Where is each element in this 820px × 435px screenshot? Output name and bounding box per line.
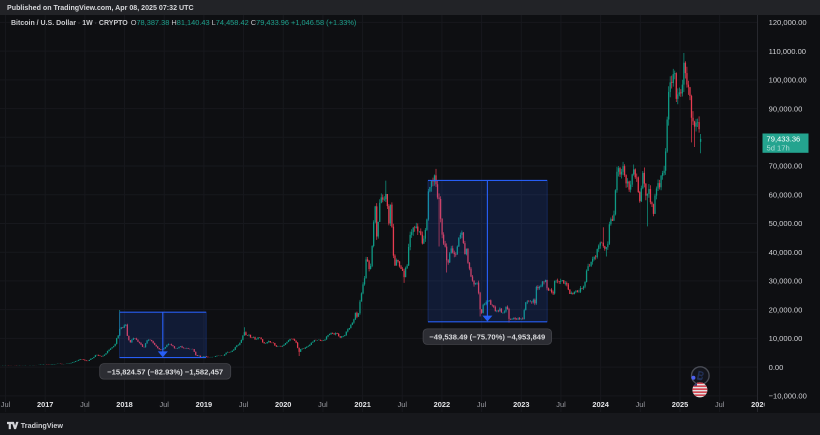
svg-text:2018: 2018 xyxy=(116,400,132,409)
svg-text:10,000.00: 10,000.00 xyxy=(769,334,803,343)
svg-text:70,000.00: 70,000.00 xyxy=(769,162,803,171)
svg-text:20,000.00: 20,000.00 xyxy=(769,305,803,314)
svg-text:0.00: 0.00 xyxy=(769,363,784,372)
svg-text:Bitcoin / U.S. Dollar · 1W · C: Bitcoin / U.S. Dollar · 1W · CRYPTO xyxy=(11,20,128,27)
svg-text:Jul: Jul xyxy=(715,400,725,409)
svg-text:50,000.00: 50,000.00 xyxy=(769,219,803,228)
svg-text:Jul: Jul xyxy=(477,400,487,409)
svg-text:2022: 2022 xyxy=(434,400,450,409)
svg-text:90,000.00: 90,000.00 xyxy=(769,104,803,113)
svg-text:2017: 2017 xyxy=(37,400,53,409)
svg-text:120,000.00: 120,000.00 xyxy=(769,18,807,27)
svg-text:Jul: Jul xyxy=(636,400,646,409)
svg-text:2026: 2026 xyxy=(751,400,767,409)
svg-text:60,000.00: 60,000.00 xyxy=(769,190,803,199)
svg-text:2024: 2024 xyxy=(592,400,609,409)
svg-text:2020: 2020 xyxy=(275,400,291,409)
svg-text:O78,387.38 H81,140.43 L74,: O78,387.38 H81,140.43 L74,458.42 C79,433… xyxy=(131,18,357,27)
svg-text:2019: 2019 xyxy=(196,400,212,409)
svg-text:5d 17h: 5d 17h xyxy=(767,144,790,153)
svg-text:Jul: Jul xyxy=(398,400,408,409)
svg-text:Jul: Jul xyxy=(318,400,328,409)
svg-text:40,000.00: 40,000.00 xyxy=(769,248,803,257)
svg-text:Jul: Jul xyxy=(80,400,90,409)
svg-text:−10,000.00: −10,000.00 xyxy=(769,392,807,401)
svg-text:Jul: Jul xyxy=(556,400,566,409)
svg-text:Published on TradingView.com,: Published on TradingView.com, Apr 08, 20… xyxy=(7,4,194,12)
svg-text:100,000.00: 100,000.00 xyxy=(769,76,807,85)
svg-text:−15,824.57 (−82.93%) −1,582,45: −15,824.57 (−82.93%) −1,582,457 xyxy=(107,367,223,376)
svg-text:30,000.00: 30,000.00 xyxy=(769,277,803,286)
svg-text:2023: 2023 xyxy=(513,400,529,409)
svg-text:−49,538.49 (−75.70%) −4,953,84: −49,538.49 (−75.70%) −4,953,849 xyxy=(429,333,545,342)
svg-text:2025: 2025 xyxy=(672,400,688,409)
svg-text:110,000.00: 110,000.00 xyxy=(769,47,806,56)
svg-text:TradingView: TradingView xyxy=(21,421,64,430)
svg-text:2021: 2021 xyxy=(354,400,370,409)
svg-text:Jul: Jul xyxy=(159,400,169,409)
svg-text:Jul: Jul xyxy=(1,400,11,409)
svg-text:Jul: Jul xyxy=(239,400,249,409)
svg-text:79,433.36: 79,433.36 xyxy=(767,135,801,144)
